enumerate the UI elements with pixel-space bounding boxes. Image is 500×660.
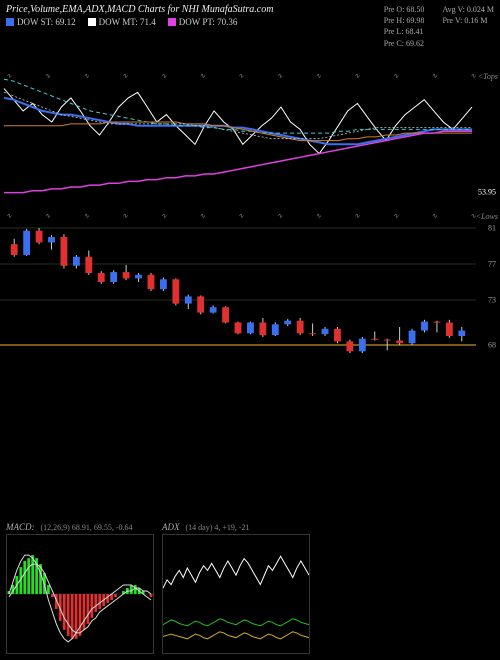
chart-title: Price,Volume,EMA,ADX,MACD Charts for NHI… bbox=[6, 4, 384, 15]
x-tick: ∿ bbox=[199, 72, 205, 80]
candle-axis-label: <Lows bbox=[476, 212, 498, 221]
macd-container: MACD: (12,26,9) 68.91, 69.55, -0.64 bbox=[6, 522, 154, 654]
macd-box bbox=[6, 534, 154, 654]
x-tick: ∿ bbox=[238, 72, 244, 80]
x-tick: ∿ bbox=[45, 212, 51, 220]
pre-col-vol: Avg V: 0.024 MPre V: 0.16 M bbox=[442, 4, 494, 49]
legend-swatch bbox=[88, 18, 96, 26]
adx-params: (14 day) 4, +19, -21 bbox=[186, 523, 250, 532]
candle-panel: <Lows ∿ ∿ ∿ ∿ ∿ ∿ ∿ ∿ ∿ ∿ ∿ ∿ ∿ 68 73 77 81 bbox=[0, 210, 500, 390]
candle-x-ticks: ∿ ∿ ∿ ∿ ∿ ∿ ∿ ∿ ∿ ∿ ∿ ∿ ∿ bbox=[6, 212, 476, 220]
pre-value: Avg V: 0.024 M bbox=[442, 4, 494, 15]
pre-quote-block: Pre O: 68.50Pre H: 69.98Pre L: 68.41Pre … bbox=[384, 4, 494, 49]
legend-item: DOW PT: 70.36 bbox=[168, 17, 238, 27]
adx-box bbox=[162, 534, 310, 654]
x-tick: ∿ bbox=[83, 212, 89, 220]
x-tick: ∿ bbox=[431, 72, 437, 80]
adx-header: ADX (14 day) 4, +19, -21 bbox=[162, 522, 310, 534]
x-tick: ∿ bbox=[122, 72, 128, 80]
legend-item: DOW MT: 71.4 bbox=[88, 17, 156, 27]
legend-label: DOW ST: 69.12 bbox=[17, 17, 76, 27]
x-tick: ∿ bbox=[431, 212, 437, 220]
macd-header: MACD: (12,26,9) 68.91, 69.55, -0.64 bbox=[6, 522, 154, 534]
y-tick: 81 bbox=[488, 224, 496, 233]
y-tick: 68 bbox=[488, 341, 496, 350]
x-tick: ∿ bbox=[238, 212, 244, 220]
x-tick: ∿ bbox=[277, 212, 283, 220]
y-tick: 73 bbox=[488, 296, 496, 305]
ema-x-ticks: ∿ ∿ ∿ ∿ ∿ ∿ ∿ ∿ ∿ ∿ ∿ ∿ ∿ bbox=[6, 72, 476, 80]
macd-params: (12,26,9) 68.91, 69.55, -0.64 bbox=[41, 523, 133, 532]
x-tick: ∿ bbox=[6, 72, 12, 80]
legend-item: DOW ST: 69.12 bbox=[6, 17, 76, 27]
x-tick: ∿ bbox=[470, 72, 476, 80]
x-tick: ∿ bbox=[315, 212, 321, 220]
legend-swatch bbox=[6, 18, 14, 26]
header: Price,Volume,EMA,ADX,MACD Charts for NHI… bbox=[0, 0, 500, 51]
y-tick: 77 bbox=[488, 260, 496, 269]
x-tick: ∿ bbox=[161, 72, 167, 80]
legend-label: DOW MT: 71.4 bbox=[99, 17, 156, 27]
x-tick: ∿ bbox=[83, 72, 89, 80]
pre-value: Pre L: 68.41 bbox=[384, 26, 425, 37]
ema-panel: <Tops ∿ ∿ ∿ ∿ ∿ ∿ ∿ ∿ ∿ ∿ ∿ ∿ ∿ 53.95 bbox=[0, 70, 500, 200]
legend-row: DOW ST: 69.12 DOW MT: 71.4 DOW PT: 70.36 bbox=[6, 17, 384, 27]
x-tick: ∿ bbox=[393, 72, 399, 80]
legend-label: DOW PT: 70.36 bbox=[179, 17, 238, 27]
pre-value: Pre O: 68.50 bbox=[384, 4, 425, 15]
indicator-row: MACD: (12,26,9) 68.91, 69.55, -0.64 ADX … bbox=[0, 522, 316, 660]
adx-container: ADX (14 day) 4, +19, -21 bbox=[162, 522, 310, 654]
x-tick: ∿ bbox=[199, 212, 205, 220]
x-tick: ∿ bbox=[315, 72, 321, 80]
adx-title: ADX bbox=[162, 522, 180, 532]
x-tick: ∿ bbox=[354, 72, 360, 80]
pre-col-ohlc: Pre O: 68.50Pre H: 69.98Pre L: 68.41Pre … bbox=[384, 4, 425, 49]
pre-value: Pre H: 69.98 bbox=[384, 15, 425, 26]
macd-chart bbox=[7, 535, 153, 653]
title-block: Price,Volume,EMA,ADX,MACD Charts for NHI… bbox=[6, 4, 384, 49]
ema-chart bbox=[0, 70, 476, 200]
legend-swatch bbox=[168, 18, 176, 26]
pre-value: Pre C: 69.62 bbox=[384, 38, 425, 49]
macd-title: MACD: bbox=[6, 522, 35, 532]
x-tick: ∿ bbox=[6, 212, 12, 220]
ema-axis-label: <Tops bbox=[478, 72, 498, 81]
x-tick: ∿ bbox=[122, 212, 128, 220]
x-tick: ∿ bbox=[161, 212, 167, 220]
adx-chart bbox=[163, 535, 309, 653]
x-tick: ∿ bbox=[393, 212, 399, 220]
x-tick: ∿ bbox=[354, 212, 360, 220]
x-tick: ∿ bbox=[470, 212, 476, 220]
x-tick: ∿ bbox=[277, 72, 283, 80]
ema-end-label: 53.95 bbox=[478, 188, 496, 197]
x-tick: ∿ bbox=[45, 72, 51, 80]
pre-value: Pre V: 0.16 M bbox=[442, 15, 494, 26]
candle-chart bbox=[0, 210, 476, 390]
